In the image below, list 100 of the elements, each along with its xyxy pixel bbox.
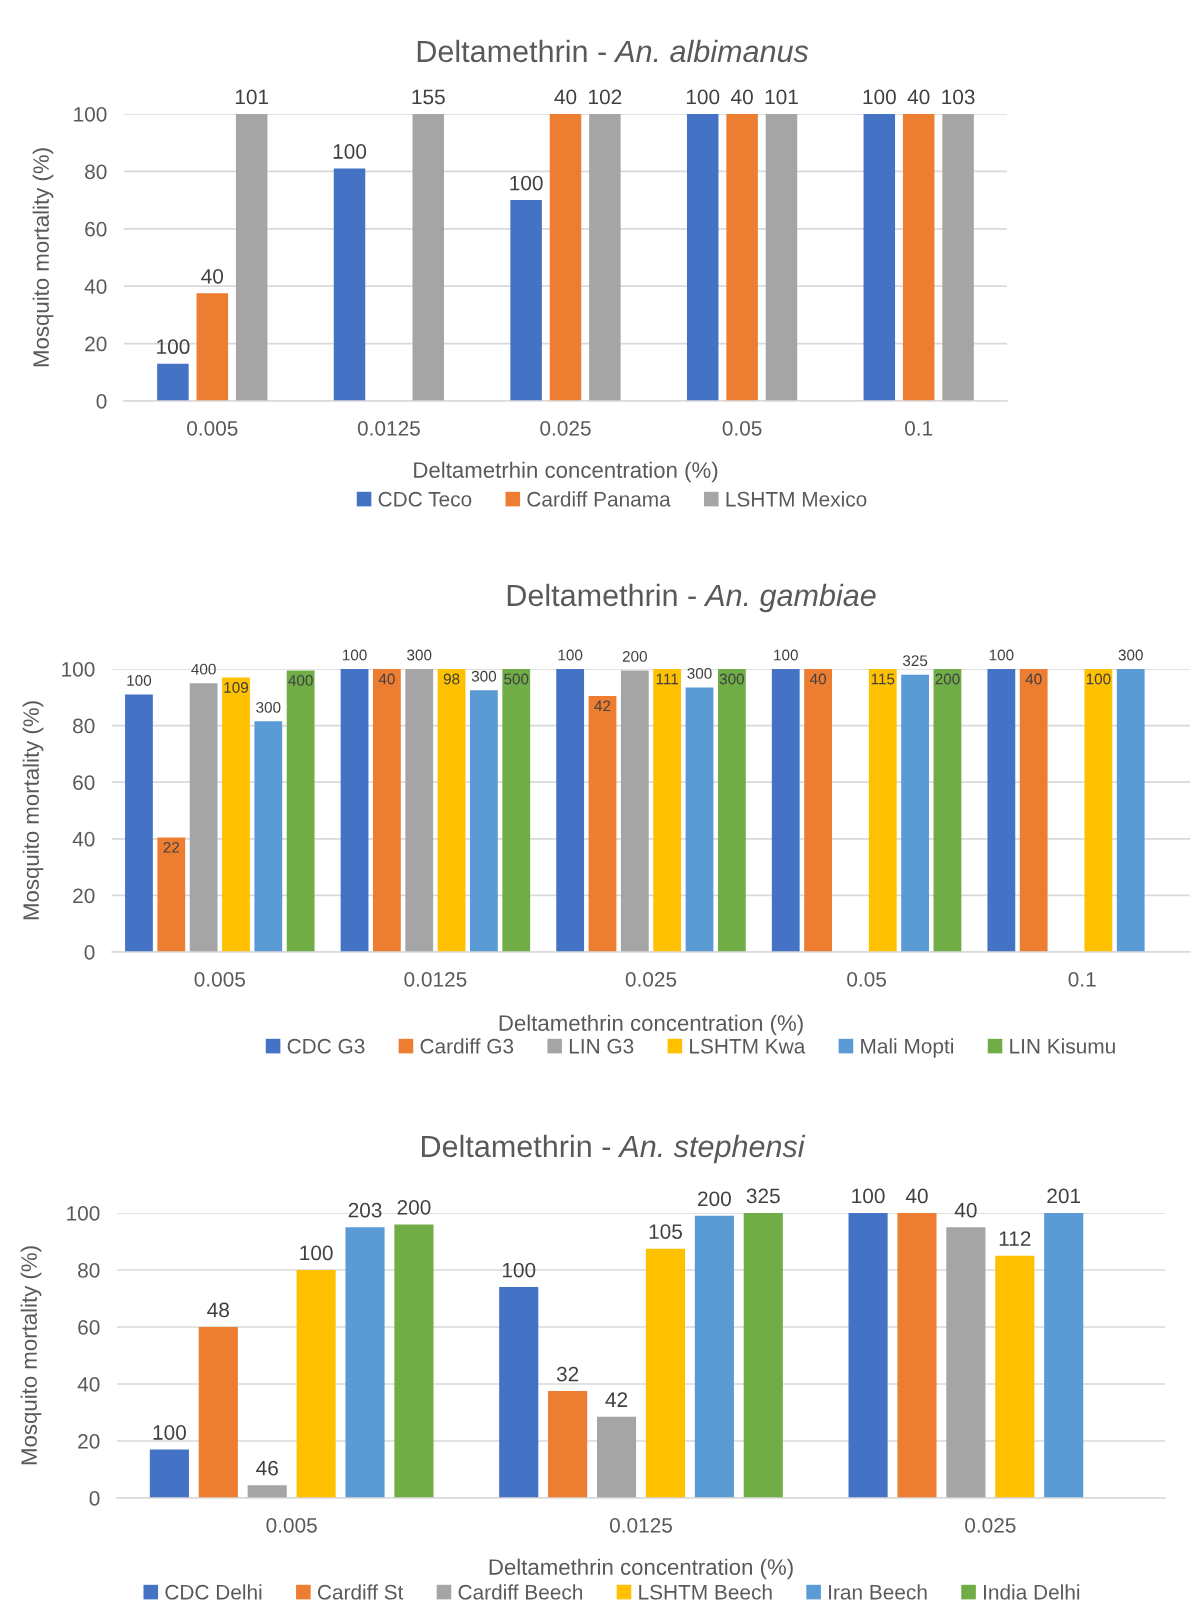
y-tick-label: 80: [73, 718, 95, 734]
text: 325: [902, 655, 928, 667]
annotation: 40: [809, 673, 826, 685]
bar: [198, 1327, 238, 1498]
bar: [189, 683, 218, 952]
chart-title: Deltamethrin - An. albimanus: [417, 39, 809, 63]
bar: [1044, 1213, 1084, 1498]
annotation: 100: [300, 1245, 333, 1261]
bar: [620, 670, 649, 952]
text: 300: [1118, 649, 1143, 661]
bar: [405, 669, 434, 952]
annotation: 42: [594, 700, 611, 712]
annotation: 22: [163, 841, 180, 853]
annotation: 48: [207, 1302, 229, 1318]
annotation: 105: [649, 1224, 682, 1239]
bar: [771, 669, 800, 952]
bar: [437, 669, 466, 952]
bar: [726, 114, 758, 401]
bar: [743, 1213, 783, 1498]
text: 100: [686, 89, 720, 105]
x-tick-label: 0.025: [540, 420, 591, 436]
legend-label: India Delhi: [984, 1584, 1080, 1600]
bar: [499, 1287, 539, 1498]
y-axis-title: Mosquito mortality (%): [32, 148, 54, 367]
annotation: 500: [504, 673, 529, 685]
y-tick-label: 20: [78, 1434, 100, 1449]
chart-title: Deltamethrin - An. stephensi: [422, 1134, 806, 1164]
y-tick-label: 60: [73, 775, 95, 790]
text: 101: [765, 89, 798, 105]
text: 100: [852, 1188, 885, 1204]
y-axis-title: Mosquito mortality (%): [20, 1246, 42, 1465]
x-axis-title: Deltamethrin concentration (%): [489, 1558, 793, 1580]
bar: [653, 669, 682, 952]
y-tick-label: 0: [89, 1491, 100, 1506]
bar: [987, 669, 1016, 952]
annotation: 100: [153, 1425, 186, 1440]
bar: [694, 1215, 734, 1498]
annotation: 42: [605, 1392, 628, 1407]
bar: [868, 669, 897, 952]
bar: [804, 669, 832, 952]
x-tick-label: 0.1: [905, 420, 933, 436]
annotation: 32: [556, 1366, 579, 1382]
bar: [556, 669, 585, 952]
y-tick-label: 20: [85, 336, 107, 352]
y-tick-label: 40: [77, 1377, 100, 1392]
x-tick-label: 0.0125: [609, 1517, 672, 1533]
bar: [333, 168, 366, 401]
bar: [157, 837, 186, 952]
bar: [345, 1227, 385, 1498]
bar: [589, 114, 621, 401]
y-tick-label: 40: [84, 279, 107, 294]
bar: [588, 695, 617, 952]
text: 40: [907, 89, 930, 105]
bar: [254, 721, 283, 952]
annotation: 300: [687, 668, 712, 679]
annotation: 400: [191, 663, 216, 675]
text: 40: [905, 1188, 928, 1204]
y-tick-label: 80: [85, 164, 107, 180]
y-tick-label: 60: [85, 221, 107, 237]
bar: [372, 669, 401, 952]
bar: [1019, 669, 1048, 952]
x-tick-label: 0.1: [1068, 971, 1096, 987]
annotation: 100: [502, 1262, 536, 1278]
annotation: 109: [224, 682, 248, 693]
annotation: 300: [471, 670, 497, 682]
bar: [897, 1213, 937, 1498]
bar: [933, 669, 962, 952]
legend-label: Cardiff Panama: [527, 491, 671, 507]
annotation: 115: [871, 673, 895, 685]
bar: [394, 1224, 434, 1498]
legend-label: Cardiff St: [317, 1584, 404, 1600]
legend-label: Mali Mopti: [861, 1038, 953, 1058]
annotation: 40: [1025, 673, 1042, 685]
y-tick-label: 100: [62, 662, 95, 677]
legend-label: LIN Kisumu: [1010, 1038, 1115, 1054]
y-tick-label: 20: [73, 888, 95, 904]
text: 100: [863, 89, 896, 105]
annotation: 98: [443, 673, 460, 685]
bar: [125, 694, 153, 952]
y-tick-label: 100: [74, 107, 107, 122]
bar: [863, 114, 896, 401]
bar: [901, 674, 930, 952]
text: 40: [730, 89, 753, 105]
bar: [1084, 669, 1113, 952]
annotation: 200: [397, 1199, 431, 1215]
legend-label: CDC G3: [287, 1038, 365, 1054]
annotation: 300: [719, 673, 744, 685]
annotation: 100: [1086, 673, 1111, 685]
x-tick-label: 0.005: [187, 420, 238, 436]
text: 40: [554, 89, 577, 105]
bar: [412, 114, 445, 401]
bar: [470, 690, 498, 952]
x-tick-label: 0.05: [722, 420, 762, 436]
chart-title: Deltamethrin - An. gambiae: [507, 583, 876, 613]
legend-label: Cardiff G3: [420, 1038, 514, 1054]
bar: [235, 114, 268, 401]
bar: [149, 1449, 189, 1498]
bar: [995, 1255, 1035, 1498]
bar: [765, 114, 798, 401]
bar: [686, 114, 719, 401]
